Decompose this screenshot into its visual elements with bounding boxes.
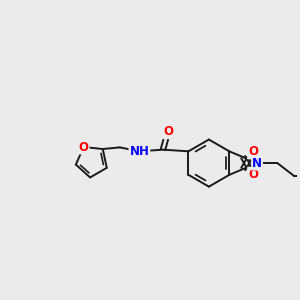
- Text: O: O: [79, 140, 88, 154]
- Text: N: N: [252, 157, 262, 169]
- Text: O: O: [163, 125, 173, 138]
- Text: NH: NH: [130, 145, 149, 158]
- Text: O: O: [248, 146, 258, 158]
- Text: O: O: [248, 168, 258, 181]
